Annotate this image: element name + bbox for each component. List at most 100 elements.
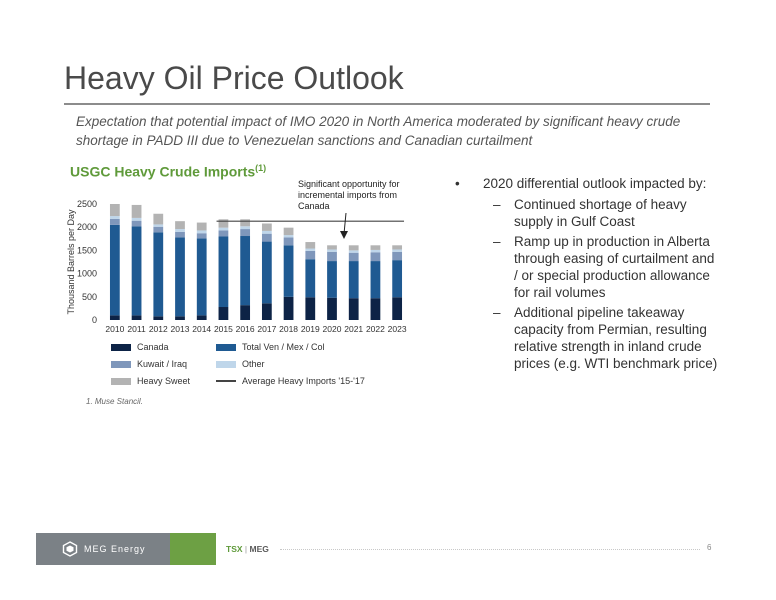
bar-segment [305,250,316,260]
bar-segment [305,242,316,249]
bullet-dash: – [493,234,501,249]
bar-segment [305,297,316,320]
bullet-main-text: 2020 differential outlook impacted by: [483,176,707,191]
bar-segment [109,204,120,217]
bar-segment [153,213,164,225]
x-tick-label: 2021 [344,324,363,334]
legend-item: Total Ven / Mex / Col [216,341,325,353]
bar-segment [109,224,120,316]
x-tick-label: 2017 [257,324,276,334]
bar-segment [305,248,316,251]
legend-item: Canada [111,341,169,353]
bar-segment [196,238,207,316]
y-tick-label: 500 [82,292,97,302]
sub-bullet-text: Additional pipeline takeaway capacity fr… [514,305,718,371]
bar-segment [196,233,207,239]
bar-segment [261,241,272,304]
bar-segment [153,224,164,227]
footer-logo-panel: MEG Energy [36,533,170,565]
legend-label: Total Ven / Mex / Col [242,342,325,352]
bar-segment [392,260,403,298]
legend-item: Average Heavy Imports '15-'17 [216,375,365,387]
x-tick-label: 2022 [366,324,385,334]
y-tick-label: 1500 [77,245,97,255]
bar-segment [175,221,185,230]
bullet-main: • 2020 differential outlook impacted by: [455,175,720,192]
bar-segment [370,298,381,320]
sub-bullet-text: Ramp up in production in Alberta through… [514,234,715,300]
x-tick-label: 2013 [171,324,190,334]
footer-divider [280,549,700,550]
bar-segment [327,249,337,252]
callout-arrow-head [340,231,348,239]
y-tick-label: 0 [92,315,97,325]
legend-swatch [111,377,131,385]
bar-segment [392,245,403,250]
sub-bullet: – Additional pipeline takeaway capacity … [455,304,720,372]
bar-segment [131,315,142,320]
page-number: 6 [707,543,712,552]
bullet-dot: • [455,176,460,191]
bar-segment [109,216,120,219]
y-axis-title: Thousand Barrels per Day [66,209,76,315]
x-tick-label: 2015 [214,324,233,334]
bar-segment [240,219,251,227]
ticker-tsx: TSX [226,544,243,554]
legend-label: Canada [137,342,169,352]
footer-logo-text: MEG Energy [84,544,146,554]
bar-segment [283,296,294,320]
meg-logo-icon [62,541,78,557]
legend-label: Average Heavy Imports '15-'17 [242,376,365,386]
bar-segment [131,204,142,218]
page-title: Heavy Oil Price Outlook [64,60,404,96]
bar-segment [218,230,229,237]
title-divider [64,103,710,105]
legend-label: Heavy Sweet [137,376,191,386]
bar-segment [261,233,272,242]
ticker-meg: MEG [249,544,269,554]
bar-segment [348,245,359,251]
bar-segment [218,307,229,320]
footer-ticker: TSX | MEG [226,544,269,554]
bar-segment [261,230,272,234]
sub-bullet: – Continued shortage of heavy supply in … [455,196,720,230]
bar-segment [283,245,294,297]
bar-segment [327,297,337,320]
bar-segment [261,303,272,320]
bullet-list: • 2020 differential outlook impacted by:… [455,175,720,375]
legend-label: Other [242,359,265,369]
bar-segment [196,222,207,231]
y-tick-label: 1000 [77,269,97,279]
bar-segment [348,250,359,253]
chart-heading-text: USGC Heavy Crude Imports [70,163,256,180]
bar-segment [283,235,294,238]
callout-arrow-line [343,212,347,235]
bar-segment [240,229,251,237]
y-tick-label: 2000 [77,222,97,232]
legend-item: Heavy Sweet [111,375,190,387]
legend-swatch [111,360,131,368]
bar-segment [218,227,229,231]
bar-segment [153,232,164,317]
sub-bullet-text: Continued shortage of heavy supply in Gu… [514,197,687,229]
bar-segment [131,220,142,227]
legend-label: Kuwait / Iraq [137,359,188,369]
bar-segment [240,305,251,320]
bar-segment [175,229,185,232]
bar-segment [370,261,381,299]
x-tick-label: 2011 [127,324,146,334]
bar-segment [327,261,337,298]
bar-segment [218,219,229,228]
x-tick-label: 2018 [279,324,298,334]
bar-segment [196,315,207,320]
footnote: 1. Muse Stancil. [86,397,143,406]
bar-segment [109,315,120,320]
x-tick-label: 2012 [149,324,168,334]
legend-item: Kuwait / Iraq [111,358,187,370]
chart-callout: Significant opportunity for incremental … [298,179,400,211]
legend-swatch [216,380,236,382]
bar-segment [348,298,359,320]
x-tick-label: 2020 [323,324,342,334]
bar-segment [370,249,381,253]
